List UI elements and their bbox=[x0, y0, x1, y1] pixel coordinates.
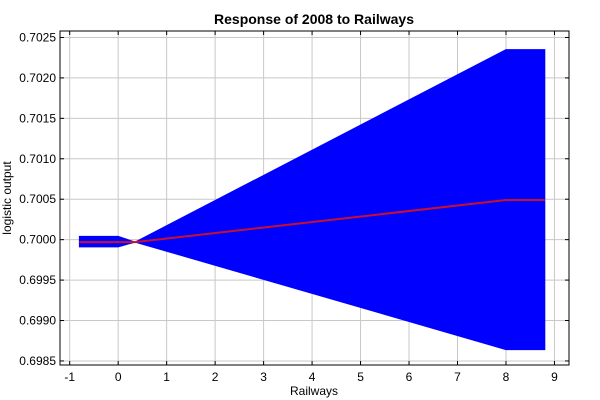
y-tick-label: 0.6995 bbox=[19, 273, 56, 287]
chart-title: Response of 2008 to Railways bbox=[214, 11, 414, 27]
y-tick-label: 0.6990 bbox=[19, 314, 56, 328]
response-line-path bbox=[79, 199, 545, 244]
x-axis: -1 0 1 2 3 4 5 6 7 8 9 bbox=[64, 31, 558, 384]
band-area bbox=[78, 49, 546, 351]
y-tick-label: 0.7000 bbox=[19, 233, 56, 247]
confidence-band bbox=[78, 49, 546, 351]
y-tick-label: 0.7005 bbox=[19, 192, 56, 206]
y-tick-label: 0.7025 bbox=[19, 30, 56, 44]
response-line bbox=[79, 199, 545, 244]
x-axis-label: Railways bbox=[290, 384, 338, 398]
x-tick-label: 8 bbox=[503, 370, 510, 384]
plot-frame bbox=[59, 30, 570, 366]
x-tick-label: 1 bbox=[163, 370, 170, 384]
x-tick-label: -1 bbox=[64, 370, 75, 384]
y-tick-label: 0.7020 bbox=[19, 71, 56, 85]
x-tick-label: 2 bbox=[212, 370, 219, 384]
x-tick-label: 4 bbox=[309, 370, 316, 384]
x-tick-label: 5 bbox=[357, 370, 364, 384]
y-axis-label: logistic output bbox=[0, 161, 14, 235]
x-tick-label: 6 bbox=[406, 370, 413, 384]
x-tick-label: 0 bbox=[115, 370, 122, 384]
y-tick-label: 0.7015 bbox=[19, 111, 56, 125]
x-tick-label: 7 bbox=[454, 370, 461, 384]
x-tick-label: 3 bbox=[260, 370, 267, 384]
y-tick-label: 0.6985 bbox=[19, 354, 56, 368]
y-axis: 0.6985 0.6990 0.6995 0.7000 0.7005 0.7010 0.70… bbox=[19, 30, 569, 368]
y-tick-label: 0.7010 bbox=[19, 152, 56, 166]
x-tick-label: 9 bbox=[551, 370, 558, 384]
